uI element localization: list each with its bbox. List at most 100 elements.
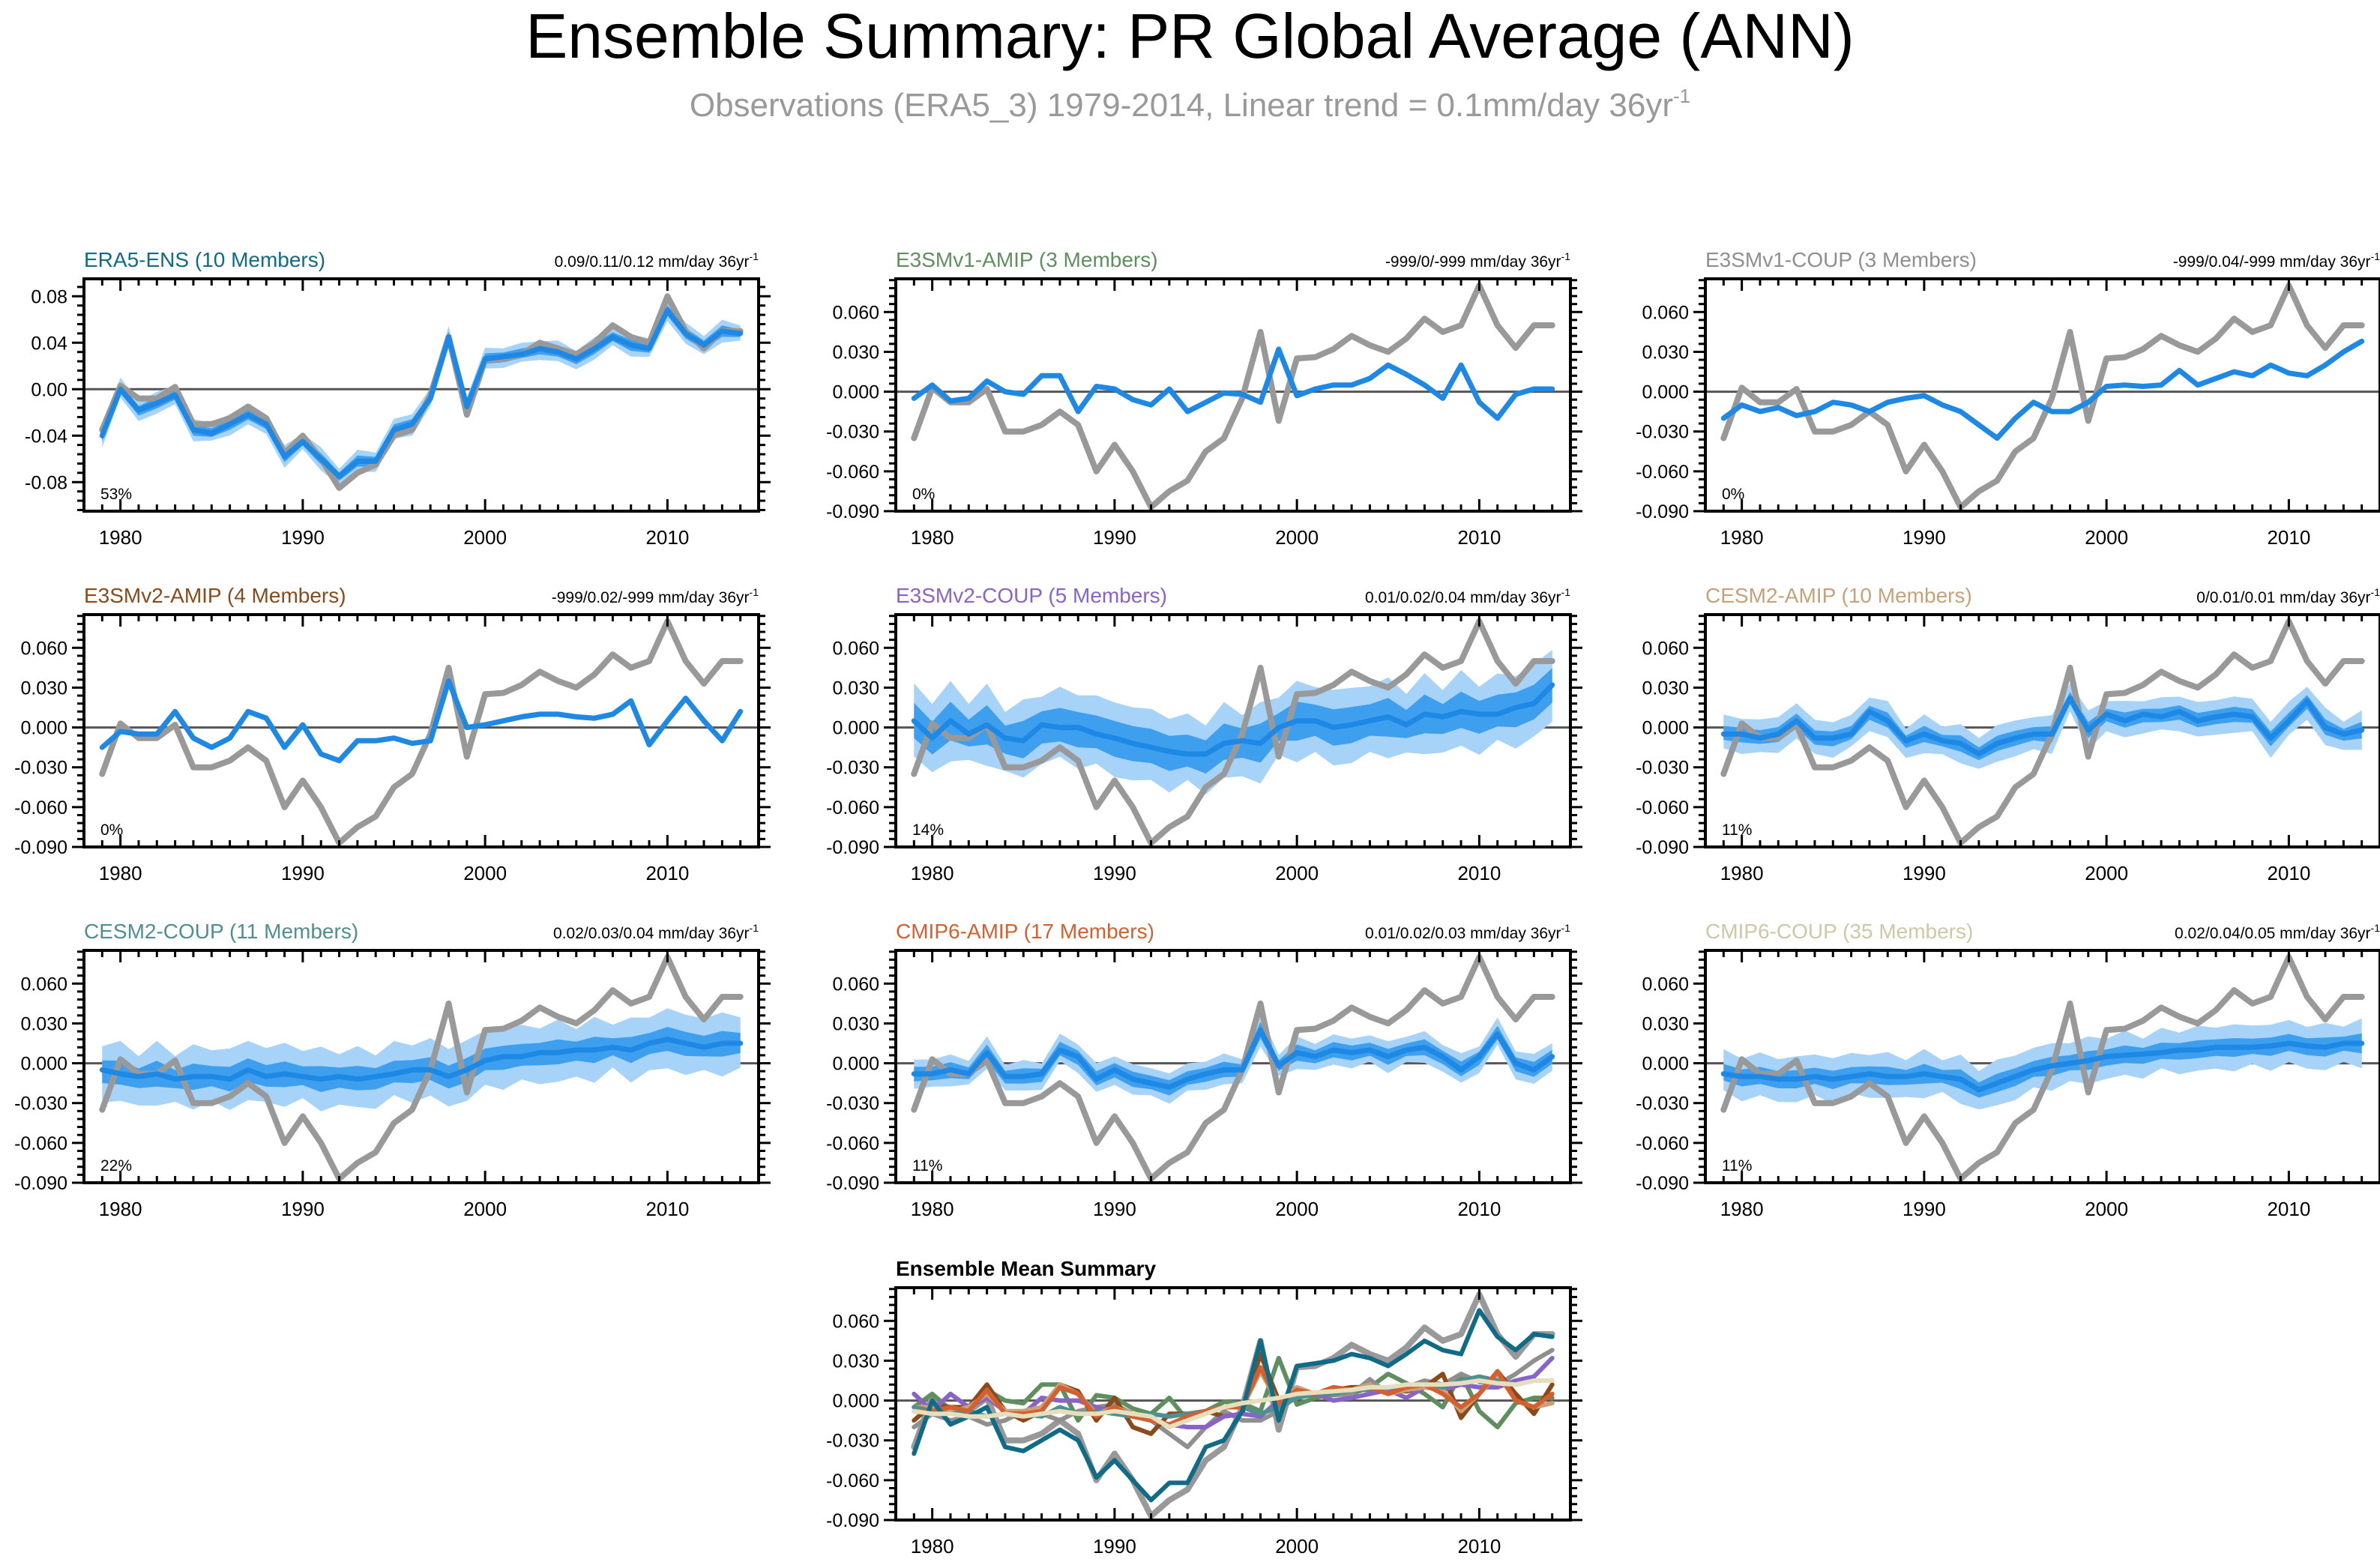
series-line-ensemble-mean: [99, 678, 744, 764]
percent-label: 11%: [1722, 821, 1752, 839]
x-tick-label: 1990: [1903, 1198, 1946, 1220]
y-tick-label: -0.090: [1636, 1173, 1689, 1194]
x-tick-label: 2010: [645, 862, 689, 884]
y-tick-label: 0.060: [832, 638, 879, 659]
y-tick-label: 0.000: [1642, 1054, 1689, 1075]
panel-6: CESM2-AMIP (10 Members) 0/0.01/0.01 mm/da…: [1636, 584, 2380, 884]
y-tick-label: 0.030: [832, 678, 879, 699]
trend-superscript: -1: [2371, 922, 2380, 934]
chart-title: Ensemble Summary: PR Global Average (ANN…: [525, 1, 1855, 71]
plot-frame: [1704, 949, 2380, 1184]
y-tick-label: 0.060: [20, 638, 67, 659]
y-tick-label: -0.030: [14, 1094, 67, 1115]
x-tick-label: 2000: [1275, 862, 1319, 884]
x-tick-label: 1980: [99, 1198, 142, 1220]
y-tick-label: 0.060: [1642, 302, 1689, 323]
x-tick-label: 1990: [1903, 862, 1946, 884]
x-tick-label: 2010: [645, 1198, 689, 1220]
panel-4: E3SMv2-AMIP (4 Members) -999/0.02/-999 mm…: [14, 584, 771, 884]
series-line-ensemble-mean: [911, 346, 1555, 421]
plot-area: [896, 282, 1570, 510]
y-tick-label: -0.060: [1636, 462, 1689, 483]
panel-trend: -999/0.02/-999 mm/day 36yr-1: [552, 586, 759, 606]
plot-area: [84, 953, 759, 1182]
x-tick-label: 2000: [1275, 1535, 1319, 1558]
trend-superscript: -1: [2371, 586, 2380, 598]
percent-label: 11%: [1722, 1157, 1752, 1175]
panel-7: CESM2-COUP (11 Members) 0.02/0.03/0.04 mm…: [14, 920, 771, 1220]
y-tick-label: -0.090: [1636, 501, 1689, 522]
x-tick-label: 2010: [645, 526, 689, 549]
percent-label: 22%: [100, 1157, 132, 1175]
y-tick-label: -0.08: [25, 472, 67, 493]
y-tick-label: 0.030: [1642, 1013, 1689, 1034]
x-tick-label: 1990: [281, 1198, 325, 1220]
x-tick-label: 1990: [1093, 1535, 1136, 1558]
y-tick-label: -0.030: [826, 1431, 879, 1452]
plot-frame: [82, 613, 760, 848]
x-tick-label: 2010: [2267, 1198, 2310, 1220]
subtitle-superscript: -1: [1673, 85, 1691, 107]
panel-title: E3SMv2-COUP (5 Members): [896, 584, 1167, 607]
x-tick-label: 2010: [1457, 526, 1501, 549]
trend-superscript: -1: [2371, 250, 2380, 262]
panel-trend: 0.01/0.02/0.04 mm/day 36yr-1: [1365, 586, 1570, 606]
y-tick-label: 0.030: [1642, 678, 1689, 699]
percent-label: 0%: [912, 486, 935, 503]
series-line-ensemble-mean: [911, 1027, 1555, 1090]
y-tick-label: 0.030: [832, 1351, 879, 1372]
x-tick-label: 2010: [2267, 526, 2310, 549]
y-tick-label: 0.000: [832, 718, 879, 739]
trend-value: -999/0.02/-999 mm/day 36yr: [552, 589, 750, 606]
observation-line: [911, 618, 1555, 846]
x-tick-label: 1980: [1720, 1198, 1764, 1220]
panel-trend: 0.09/0.11/0.12 mm/day 36yr-1: [555, 250, 759, 271]
observation-line: [1720, 953, 2365, 1182]
y-tick-label: 0.000: [832, 382, 879, 403]
x-tick-label: 1990: [281, 526, 325, 549]
spread-inner-band: [102, 305, 741, 481]
percent-label: 0%: [100, 821, 123, 839]
y-tick-label: 0.030: [20, 1013, 67, 1034]
y-tick-label: -0.030: [826, 1094, 879, 1115]
observation-line: [911, 953, 1555, 1182]
trend-value: -999/0.04/-999 mm/day 36yr: [2173, 253, 2371, 271]
plot-area: [896, 618, 1570, 846]
y-tick-label: -0.060: [14, 1133, 67, 1154]
observation-line: [1720, 618, 2365, 846]
y-tick-label: 0.030: [832, 342, 879, 363]
series-line-ensemble-mean: [1720, 696, 2365, 757]
plot-frame: [1704, 613, 2380, 848]
y-tick-label: 0.060: [832, 1311, 879, 1332]
trend-superscript: -1: [1561, 586, 1571, 598]
trend-value: 0.02/0.04/0.05 mm/day 36yr: [2175, 925, 2371, 942]
panel-1: ERA5-ENS (10 Members) 0.09/0.11/0.12 mm/d…: [25, 248, 771, 549]
panel-9: CMIP6-COUP (35 Members) 0.02/0.04/0.05 mm…: [1636, 920, 2380, 1220]
y-tick-label: -0.090: [826, 1173, 879, 1194]
y-tick-label: -0.060: [826, 1133, 879, 1154]
x-tick-label: 1990: [1093, 526, 1136, 549]
observation-line: [1720, 282, 2365, 510]
plot-area: [84, 293, 759, 491]
plot-area: [1705, 618, 2380, 846]
panel-trend: 0/0.01/0.01 mm/day 36yr-1: [2196, 586, 2380, 606]
y-tick-label: -0.060: [1636, 797, 1689, 818]
x-tick-label: 1980: [99, 526, 142, 549]
x-tick-label: 1980: [911, 526, 954, 549]
x-tick-label: 2000: [463, 862, 507, 884]
series-line-cmip6-coup: [912, 1378, 1555, 1429]
x-tick-label: 1990: [1903, 526, 1946, 549]
trend-superscript: -1: [750, 922, 759, 934]
y-tick-label: 0.030: [20, 678, 67, 699]
plot-frame: [894, 949, 1572, 1184]
plot-area: [896, 953, 1570, 1182]
x-tick-label: 1980: [1720, 862, 1764, 884]
plot-area: [84, 618, 759, 846]
trend-value: 0.01/0.02/0.04 mm/day 36yr: [1365, 589, 1561, 606]
panel-title: E3SMv1-AMIP (3 Members): [896, 248, 1158, 271]
y-tick-label: 0.030: [832, 1013, 879, 1034]
y-tick-label: -0.090: [1636, 837, 1689, 858]
x-tick-label: 2000: [2085, 1198, 2128, 1220]
panel-title: CESM2-AMIP (10 Members): [1705, 584, 1972, 607]
plot-frame: [82, 949, 760, 1184]
